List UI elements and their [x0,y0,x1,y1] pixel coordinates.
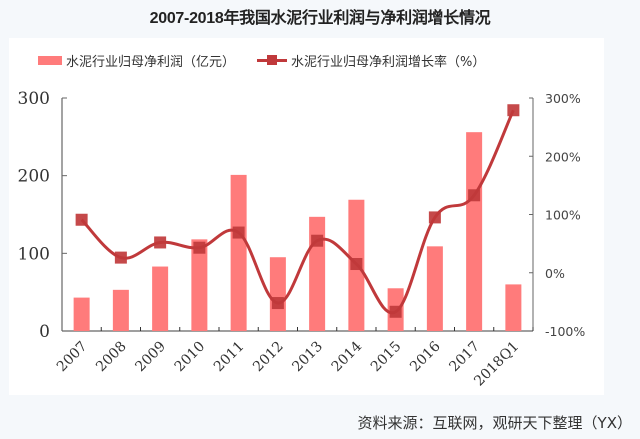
x-axis-label: 2010 [172,339,209,376]
bar-2008 [112,289,129,331]
right-axis-tick-label: 200% [545,149,581,164]
source-note: 资料来源：互联网，观研天下整理（YX） [357,414,632,432]
marker-2018Q1 [507,104,520,117]
x-axis-label: 2008 [93,339,130,376]
marker-2013 [311,234,324,247]
bar-2012 [269,257,286,331]
marker-2014 [350,258,363,271]
marker-2016 [428,211,441,224]
x-axis-label: 2011 [211,339,248,376]
bar-2017 [466,132,483,331]
x-axis-label: 2015 [368,339,405,376]
marker-2009 [154,236,167,249]
legend-bar-label: 水泥行业归母净利润（亿元） [66,54,236,70]
legend: 水泥行业归母净利润（亿元） 水泥行业归母净利润增长率（%） [38,50,507,70]
bar-swatch-icon [38,55,62,65]
marker-2015 [389,305,402,318]
legend-line-label: 水泥行业归母净利润增长率（%） [291,54,486,70]
left-axis-tick-label: 300 [18,89,50,109]
right-axis-tick-label: 300% [545,91,581,106]
left-axis-tick-label: 200 [18,167,50,187]
x-axis-label: 2013 [289,339,326,376]
left-axis-tick-label: 100 [18,244,50,264]
x-axis-label: 2007 [54,339,91,376]
growth-rate-line [80,109,515,315]
bar-2007 [73,297,90,331]
right-axis-tick-label: 100% [545,208,581,223]
x-axis-label: 2017 [446,339,483,376]
bar-2018Q1 [505,284,522,331]
bar-2011 [230,174,247,331]
marker-2010 [193,241,206,254]
chart-title: 2007-2018年我国水泥行业利润与净利润增长情况 [149,10,491,27]
marker-2011 [232,226,245,239]
marker-2007 [75,213,88,226]
x-axis-label: 2009 [132,339,169,376]
bar-2013 [309,216,326,331]
right-axis-tick-label: -100% [545,324,585,339]
marker-2008 [114,251,127,264]
x-axis-label: 2014 [329,338,366,375]
bar-2010 [191,239,208,331]
line-marker-swatch-icon [257,55,288,65]
marker-2017 [468,189,481,202]
legend-item-line: 水泥行业归母净利润增长率（%） [257,51,485,70]
x-axis-label: 2016 [407,338,444,375]
x-axis-label: 2012 [250,339,287,376]
bar-2009 [152,266,169,331]
right-axis-tick-label: 0% [545,266,565,281]
left-axis-tick-label: 0 [39,322,50,342]
marker-2012 [271,297,284,310]
legend-item-bar: 水泥行业归母净利润（亿元） [38,51,235,70]
bar-2016 [426,246,443,331]
chart-panel [9,38,604,395]
